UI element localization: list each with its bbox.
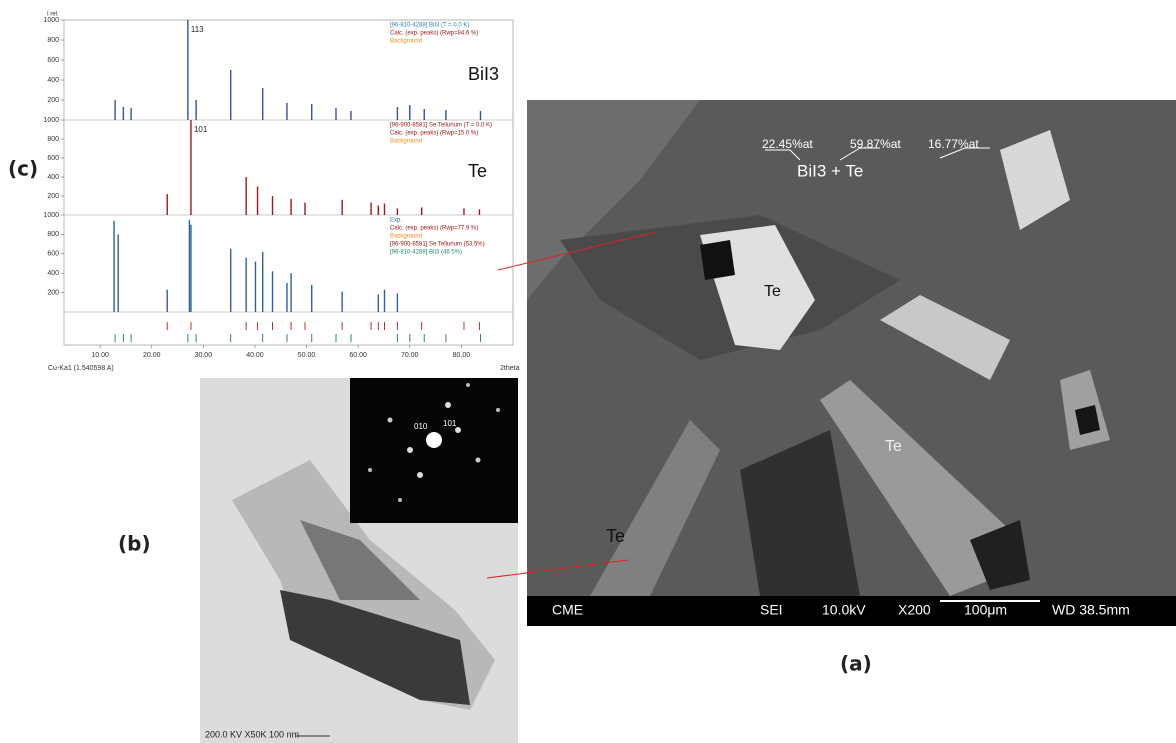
legend-entry: Background <box>390 234 422 240</box>
y-unit: I rel. <box>47 12 59 18</box>
legend-entry: [96-900-8581] Se Tellurium (53.5%) <box>390 242 485 248</box>
legend-entry: [96-810-4288] BiI3 (T = 0.0 K) <box>390 23 469 29</box>
y-tick-label: 800 <box>47 136 59 143</box>
y-tick-label: 200 <box>47 193 59 200</box>
y-tick-label: 600 <box>47 251 59 258</box>
peak-label: 101 <box>194 125 208 134</box>
x-tick-label: 30.00 <box>195 352 213 359</box>
phase-annotation: Te <box>764 283 781 300</box>
y-tick-label: 800 <box>47 231 59 238</box>
y-tick-label: 400 <box>47 77 59 84</box>
composition: 59.87%at <box>850 137 901 151</box>
info-bar-text: 100μm <box>964 602 1007 618</box>
x-tick-label: 10.00 <box>91 352 109 359</box>
panel-label: (b) <box>118 532 151 556</box>
y-tick-label: 1000 <box>43 212 59 219</box>
info-bar-text: X200 <box>898 602 931 618</box>
y-tick-label: 800 <box>47 37 59 44</box>
info-bar-text: SEI <box>760 602 783 618</box>
panel-label: (a) <box>840 652 872 676</box>
legend-entry: Calc. (exp. peaks) (Rwp=84.6 %) <box>390 31 478 37</box>
phase-annotation: Te <box>885 438 902 455</box>
phase-annotation: Te <box>606 526 625 546</box>
composition: 16.77%at <box>928 137 979 151</box>
x-tick-label: 20.00 <box>143 352 161 359</box>
legend-entry: Background <box>390 39 422 45</box>
y-tick-label: 600 <box>47 57 59 64</box>
peak-label: 113 <box>191 25 204 34</box>
x-tick-label: 80.00 <box>453 352 471 359</box>
info-bar-text: CME <box>552 602 583 618</box>
xrd-panel: 200 400 600 800 1000 113 BiI3 [96-810-4288] BiI… <box>43 17 513 359</box>
phase-note: BiI3 + Te <box>797 161 863 180</box>
composition: 22.45%at <box>762 137 813 151</box>
y-tick-label: 1000 <box>43 117 59 124</box>
plot-frame <box>64 20 513 345</box>
y-tick-label: 600 <box>47 155 59 162</box>
y-tick-label: 400 <box>47 270 59 277</box>
tem-caption: 200.0 KV X50K 100 nm <box>205 729 299 739</box>
radiation: Cu-Ka1 (1.540598 A) <box>48 365 114 372</box>
y-tick-label: 1000 <box>43 17 59 24</box>
y-tick-label: 200 <box>47 289 59 296</box>
legend-entry: [96-900-8581] Se Tellurium (T = 0.0 K) <box>390 123 492 129</box>
legend-entry: Exp. <box>390 218 402 224</box>
legend-entry: Calc. (exp. peaks) (Rwp=77.9 %) <box>390 226 478 232</box>
spot-label: 010 <box>414 422 428 431</box>
info-bar-text: 10.0kV <box>822 602 866 618</box>
x-tick-label: 70.00 <box>401 352 419 359</box>
y-tick-label: 400 <box>47 174 59 181</box>
tem-image <box>200 378 518 743</box>
panel-label: (c) <box>8 157 38 181</box>
x-tick-label: 40.00 <box>246 352 264 359</box>
spot-label: 101 <box>443 419 457 428</box>
x-unit: 2theta <box>500 365 520 372</box>
x-tick-label: 60.00 <box>349 352 367 359</box>
phase-label: BiI3 <box>468 64 499 84</box>
x-tick-label: 50.00 <box>298 352 316 359</box>
figure-canvas: 200 400 600 800 1000 113 BiI3 [96-810-4288] BiI… <box>0 0 1176 743</box>
info-bar-text: WD 38.5mm <box>1052 602 1130 618</box>
legend-entry: Background <box>390 139 422 145</box>
y-tick-label: 200 <box>47 97 59 104</box>
phase-label: Te <box>468 161 487 181</box>
figure: 200 400 600 800 1000 113 BiI3 [96-810-4288] BiI… <box>0 0 1176 743</box>
legend-entry: Calc. (exp. peaks) (Rwp=15.0 %) <box>390 131 478 137</box>
legend-entry: [96-810-4288] BiI3 (46.5%) <box>390 250 462 256</box>
